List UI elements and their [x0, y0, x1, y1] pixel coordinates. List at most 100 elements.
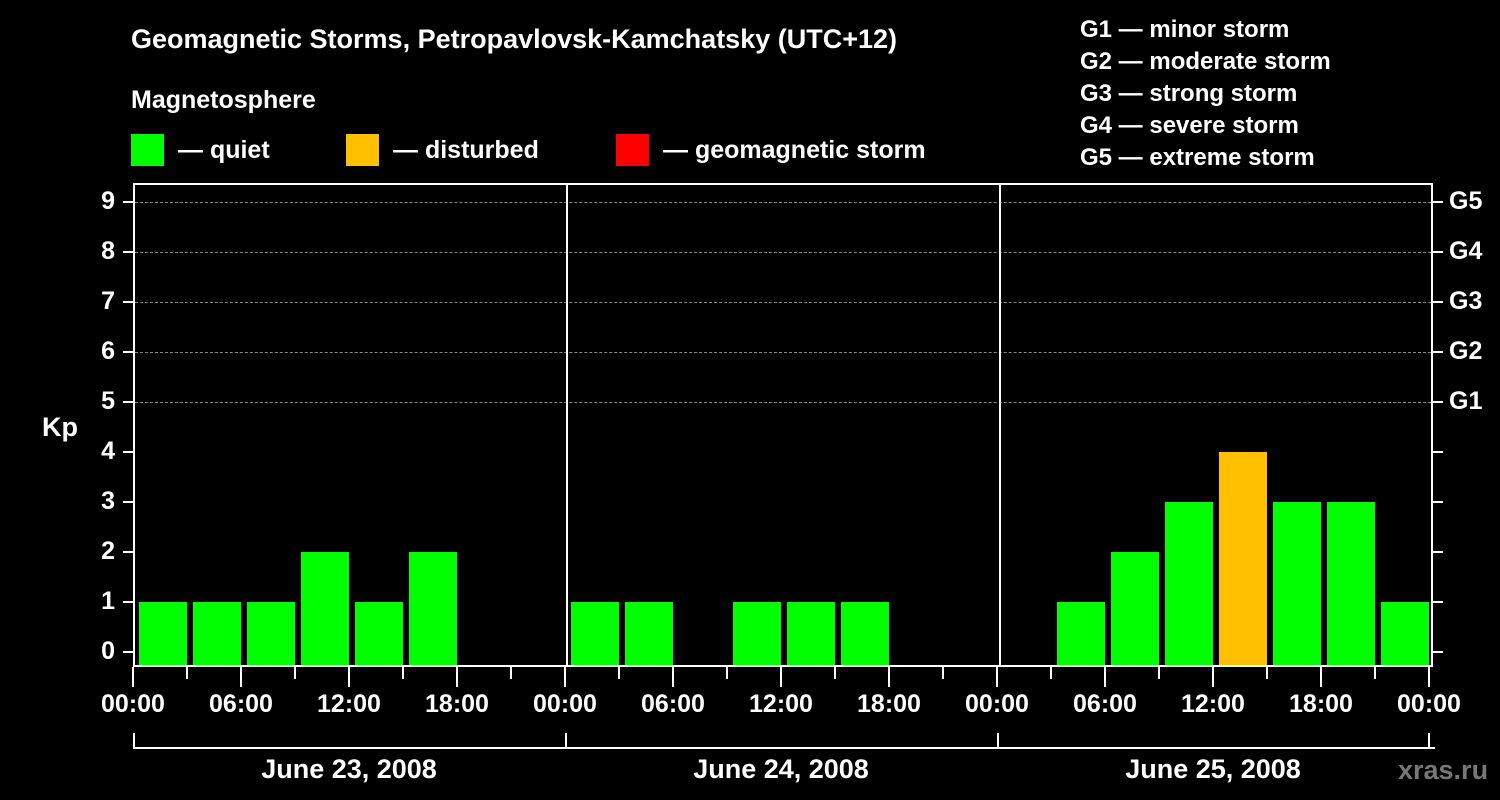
x-major-tick [888, 667, 890, 687]
x-minor-tick [1050, 667, 1052, 679]
date-label: June 23, 2008 [261, 754, 437, 784]
date-label: June 24, 2008 [693, 754, 869, 784]
storm-scale-g1: G1 — minor storm [1080, 16, 1290, 43]
right-tick [1433, 351, 1443, 353]
x-major-tick [132, 667, 134, 687]
x-major-tick [1320, 667, 1322, 687]
x-tick-label: 06:00 [641, 690, 705, 718]
x-major-tick [1104, 667, 1106, 687]
g-scale-label: G5 [1449, 187, 1483, 215]
kp-bar [1381, 602, 1429, 665]
kp-bar [1327, 502, 1375, 665]
kp-bar [1273, 502, 1321, 665]
storm-scale-g2: G2 — moderate storm [1080, 48, 1331, 75]
y-axis-label: Kp [42, 412, 78, 442]
gridline [135, 202, 1431, 203]
date-bracket-tick [565, 733, 567, 749]
x-tick-label: 00:00 [101, 690, 165, 718]
x-tick-label: 00:00 [965, 690, 1029, 718]
y-tick-label: 8 [101, 237, 115, 265]
kp-bar [247, 602, 295, 665]
x-minor-tick [1158, 667, 1160, 679]
x-minor-tick [402, 667, 404, 679]
x-minor-tick [294, 667, 296, 679]
kp-bar [1057, 602, 1105, 665]
watermark: xras.ru [1398, 755, 1489, 785]
x-tick-label: 12:00 [1181, 690, 1245, 718]
storm-swatch-icon [616, 134, 649, 166]
legend-quiet: — quiet [131, 134, 270, 166]
quiet-swatch-icon [131, 134, 164, 166]
right-tick [1433, 451, 1443, 453]
legend-disturbed: — disturbed [346, 134, 539, 166]
y-tick [123, 451, 133, 453]
right-tick [1433, 601, 1443, 603]
x-major-tick [240, 667, 242, 687]
date-bracket-tick [997, 733, 999, 749]
right-tick [1433, 301, 1443, 303]
g-scale-label: G2 [1449, 337, 1483, 365]
x-major-tick [996, 667, 998, 687]
legend-storm: — geomagnetic storm [616, 134, 926, 166]
x-minor-tick [1374, 667, 1376, 679]
y-tick [123, 351, 133, 353]
kp-bar [139, 602, 187, 665]
x-major-tick [348, 667, 350, 687]
storm-scale-g3: G3 — strong storm [1080, 80, 1298, 107]
date-label: June 25, 2008 [1125, 754, 1301, 784]
kp-bar [301, 552, 349, 665]
gridline [135, 302, 1431, 303]
storm-scale-g4: G4 — severe storm [1080, 112, 1299, 139]
y-tick [123, 301, 133, 303]
gridline [135, 402, 1431, 403]
x-tick-label: 06:00 [1073, 690, 1137, 718]
x-minor-tick [726, 667, 728, 679]
y-tick [123, 651, 133, 653]
plot-area [133, 183, 1433, 667]
right-tick [1433, 401, 1443, 403]
kp-bar [1165, 502, 1213, 665]
right-tick [1433, 501, 1443, 503]
date-bracket-tick [1428, 733, 1430, 749]
kp-bar [1219, 452, 1267, 665]
y-tick [123, 601, 133, 603]
x-minor-tick [942, 667, 944, 679]
x-tick-label: 00:00 [1397, 690, 1461, 718]
y-tick-label: 6 [101, 337, 115, 365]
kp-bar [571, 602, 619, 665]
disturbed-swatch-icon [346, 134, 379, 166]
storm-scale-legend: G1 — minor storm G2 — moderate storm G3 … [1080, 14, 1331, 174]
x-minor-tick [834, 667, 836, 679]
kp-bar [1111, 552, 1159, 665]
kp-bar [193, 602, 241, 665]
x-major-tick [456, 667, 458, 687]
x-tick-label: 18:00 [857, 690, 921, 718]
date-bracket [133, 747, 1435, 749]
kp-bar [787, 602, 835, 665]
x-tick-label: 12:00 [317, 690, 381, 718]
storm-scale-g5: G5 — extreme storm [1080, 144, 1315, 171]
y-tick [123, 501, 133, 503]
y-tick-label: 0 [101, 637, 115, 665]
x-tick-label: 18:00 [425, 690, 489, 718]
x-major-tick [1212, 667, 1214, 687]
kp-bar [625, 602, 673, 665]
y-tick-label: 1 [101, 587, 115, 615]
y-tick-label: 4 [101, 437, 115, 465]
g-scale-label: G3 [1449, 287, 1483, 315]
x-minor-tick [186, 667, 188, 679]
g-scale-label: G4 [1449, 237, 1483, 265]
y-tick-label: 7 [101, 287, 115, 315]
y-tick [123, 401, 133, 403]
x-tick-label: 12:00 [749, 690, 813, 718]
legend-label: — geomagnetic storm [663, 135, 926, 164]
y-tick [123, 551, 133, 553]
right-tick [1433, 651, 1443, 653]
legend-label: — disturbed [393, 135, 539, 164]
day-divider [566, 185, 568, 665]
x-minor-tick [618, 667, 620, 679]
g-scale-label: G1 [1449, 387, 1483, 415]
x-minor-tick [510, 667, 512, 679]
kp-bar [409, 552, 457, 665]
chart-title: Geomagnetic Storms, Petropavlovsk-Kamcha… [131, 24, 898, 54]
